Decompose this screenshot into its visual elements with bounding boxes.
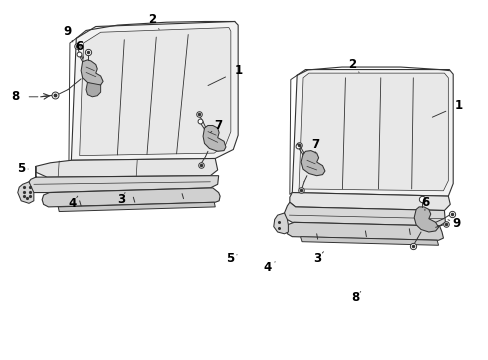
Text: 2: 2 xyxy=(347,58,358,72)
Text: 3: 3 xyxy=(313,252,323,265)
Polygon shape xyxy=(203,126,225,151)
Polygon shape xyxy=(292,69,452,196)
Polygon shape xyxy=(80,28,230,156)
Polygon shape xyxy=(58,202,215,212)
Polygon shape xyxy=(284,202,445,226)
Text: 9: 9 xyxy=(447,216,460,230)
Polygon shape xyxy=(18,182,34,203)
Text: 8: 8 xyxy=(351,291,360,304)
Polygon shape xyxy=(71,22,238,160)
Text: 6: 6 xyxy=(76,40,83,58)
Polygon shape xyxy=(42,188,220,207)
Polygon shape xyxy=(285,222,443,240)
Text: 8: 8 xyxy=(11,90,38,103)
Polygon shape xyxy=(301,150,325,176)
Polygon shape xyxy=(36,158,217,177)
Text: 5: 5 xyxy=(17,162,28,175)
Polygon shape xyxy=(289,193,449,211)
Text: 6: 6 xyxy=(420,196,428,211)
Polygon shape xyxy=(300,237,438,245)
Polygon shape xyxy=(273,213,288,234)
Text: 4: 4 xyxy=(263,261,275,274)
Text: 7: 7 xyxy=(310,138,319,153)
Text: 7: 7 xyxy=(210,119,222,133)
Polygon shape xyxy=(299,73,447,191)
Text: 3: 3 xyxy=(117,193,125,206)
Text: 1: 1 xyxy=(207,64,242,86)
Polygon shape xyxy=(86,82,101,97)
Text: 5: 5 xyxy=(225,252,237,265)
Text: 2: 2 xyxy=(147,13,159,30)
Text: 9: 9 xyxy=(64,25,73,42)
Polygon shape xyxy=(81,60,103,86)
Polygon shape xyxy=(413,207,438,232)
Polygon shape xyxy=(29,166,218,193)
Text: 4: 4 xyxy=(69,196,78,210)
Text: 1: 1 xyxy=(431,99,462,117)
